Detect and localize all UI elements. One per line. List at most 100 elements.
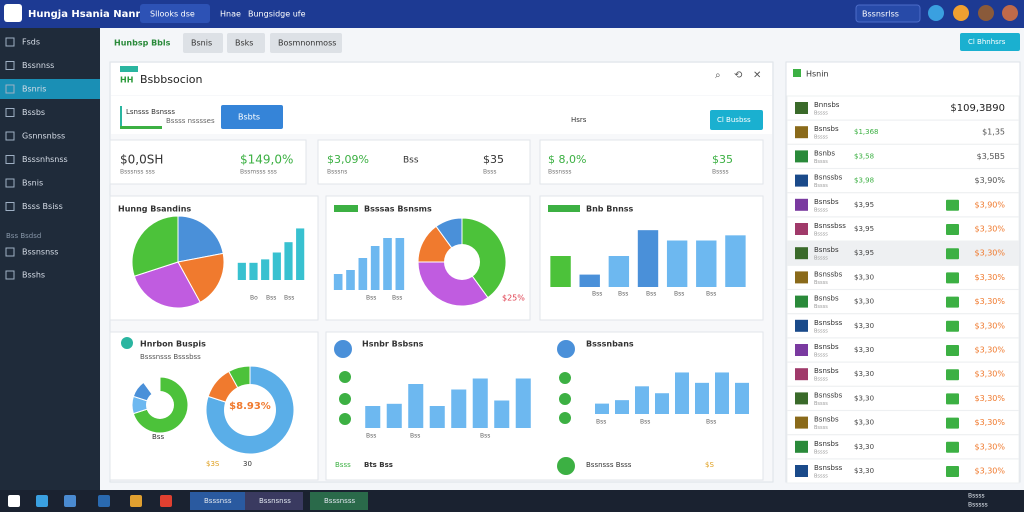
tab-label[interactable]: Sllooks dse <box>150 10 195 19</box>
thumbnail <box>795 126 808 139</box>
row-name[interactable]: Bsnssbs <box>814 174 843 182</box>
nav-item[interactable]: Bssnnss <box>22 61 54 70</box>
taskbar-icon[interactable] <box>160 495 172 507</box>
bar <box>655 393 669 414</box>
nav-item[interactable]: Bsnis <box>22 179 43 188</box>
row-name[interactable]: Bsnsbs <box>814 198 839 206</box>
nav-item[interactable]: Bsshs <box>22 271 45 280</box>
row-name[interactable]: Bsnsbss <box>814 464 843 472</box>
taskbar-label[interactable]: Bssnsnss <box>259 497 291 505</box>
tab-label[interactable]: Hnae <box>220 10 241 19</box>
row-name[interactable]: Bsnssbss <box>814 222 846 230</box>
row-name[interactable]: Bsnssbs <box>814 391 843 399</box>
list-row[interactable] <box>786 313 1020 339</box>
nav-item[interactable]: Bsss Bsiss <box>22 202 63 211</box>
row-name[interactable]: Bsnsbs <box>814 246 839 254</box>
taskbar-item[interactable] <box>245 492 303 510</box>
row-value: $1,35 <box>982 128 1005 137</box>
nav-item[interactable]: Fsds <box>22 38 40 47</box>
row-name[interactable]: Bsnsbss <box>814 319 843 327</box>
axis-label: Bss <box>266 295 276 302</box>
bar <box>696 240 717 287</box>
taskbar-item[interactable] <box>310 492 368 510</box>
row-mid: $3,95 <box>854 201 874 209</box>
stat-value: $35 <box>712 153 733 166</box>
list-row[interactable] <box>786 434 1020 460</box>
row-value: $3,30% <box>974 467 1005 476</box>
row-name[interactable]: Bsnssbs <box>814 270 843 278</box>
filter[interactable]: Hunbsp Bbls <box>114 39 171 48</box>
list-row[interactable] <box>786 337 1020 363</box>
row-value: $3,30% <box>974 418 1005 427</box>
list-row[interactable] <box>786 264 1020 290</box>
footer: Bssnsss Bsss <box>586 461 632 469</box>
row-name[interactable]: Bnnsbs <box>814 101 840 109</box>
badge <box>946 272 959 284</box>
avatar[interactable] <box>928 5 944 21</box>
row-sub: Bssss <box>814 159 828 165</box>
nav-item[interactable]: Bsnris <box>22 85 46 94</box>
dropdown[interactable] <box>855 4 921 23</box>
row-name[interactable]: Bsnsbs <box>814 125 839 133</box>
taskbar-icon[interactable] <box>8 495 20 507</box>
list-row[interactable] <box>786 119 1020 145</box>
bar <box>637 230 659 287</box>
button-label[interactable]: Bsnis <box>191 39 212 48</box>
thumbnail <box>795 368 808 381</box>
list-row[interactable] <box>786 95 1020 121</box>
row-mid: $3,30 <box>854 298 874 306</box>
button[interactable] <box>183 33 223 53</box>
badge <box>946 296 959 308</box>
button[interactable] <box>270 33 342 53</box>
sidebar <box>0 28 100 490</box>
dropdown-label[interactable]: Bssnsrlss <box>862 10 899 19</box>
row-name[interactable]: Bsnsbs <box>814 295 839 303</box>
row-name[interactable]: Bsnsbs <box>814 440 839 448</box>
action-button[interactable] <box>960 33 1020 51</box>
bar <box>451 389 467 428</box>
tab[interactable] <box>140 4 210 23</box>
row-value: $3,30% <box>974 321 1005 330</box>
list-row[interactable] <box>786 410 1020 436</box>
action-label[interactable]: Cl Bhnhsrs <box>968 38 1006 46</box>
taskbar-icon[interactable] <box>98 495 110 507</box>
taskbar-label[interactable]: Bsssnss <box>204 497 232 505</box>
row-name[interactable]: Bsnbs <box>814 149 835 157</box>
taskbar-label[interactable]: Bsssnsss <box>324 497 355 505</box>
button-label[interactable]: Bsbts <box>238 113 260 122</box>
nav-item[interactable]: Gsnnsnbss <box>22 132 65 141</box>
icon[interactable]: ✕ <box>753 70 761 81</box>
taskbar-icon[interactable] <box>64 495 76 507</box>
row-value: $3,30% <box>974 370 1005 379</box>
list-row[interactable] <box>786 240 1020 266</box>
button-label[interactable]: Bsks <box>235 39 253 48</box>
taskbar-icon[interactable] <box>130 495 142 507</box>
search[interactable]: Hsrs <box>571 116 587 124</box>
widget-title: Bnb Bnnss <box>586 205 634 214</box>
button-label[interactable]: Cl Busbss <box>717 116 751 124</box>
list-row[interactable] <box>786 168 1020 194</box>
icon[interactable]: ⌕ <box>715 70 721 81</box>
nav-item[interactable]: Bssnsnss <box>22 248 58 257</box>
row-sub: Bssss <box>814 474 828 480</box>
taskbar-item[interactable] <box>190 492 248 510</box>
tab-label[interactable]: Bungsidge ufe <box>248 10 306 19</box>
row-name[interactable]: Bsnsbs <box>814 343 839 351</box>
nav-item[interactable]: Bssbs <box>22 108 45 117</box>
nav-item[interactable]: Bsssnhsnss <box>22 155 68 164</box>
list-row[interactable] <box>786 289 1020 315</box>
taskbar-icon[interactable] <box>36 495 48 507</box>
row-name[interactable]: Bsnsbs <box>814 416 839 424</box>
button-label[interactable]: Bosmnonmoss <box>278 39 336 48</box>
button[interactable] <box>227 33 265 53</box>
avatar[interactable] <box>1002 5 1018 21</box>
primary-button[interactable] <box>221 105 283 129</box>
icon[interactable]: ⟲ <box>734 70 743 81</box>
row-name[interactable]: Bsnsbs <box>814 367 839 375</box>
list-row[interactable] <box>786 458 1020 484</box>
teal-button[interactable] <box>710 110 763 130</box>
row-value: $3,30% <box>974 273 1005 282</box>
list-row[interactable] <box>786 385 1020 411</box>
avatar[interactable] <box>978 5 994 21</box>
avatar[interactable] <box>953 5 969 21</box>
